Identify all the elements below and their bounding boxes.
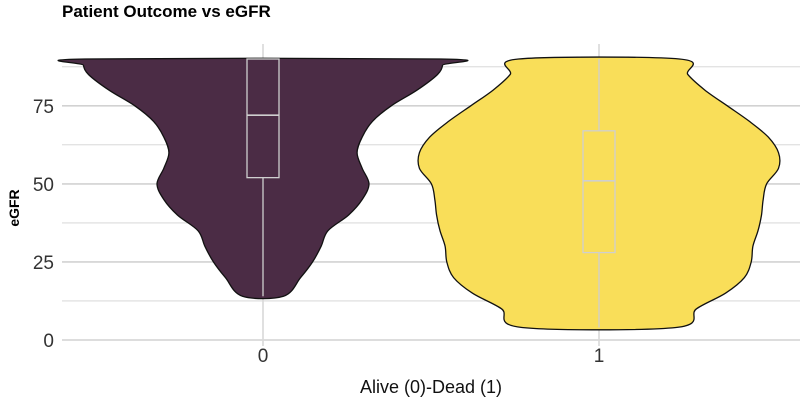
box-0 [246,58,280,179]
chart-title: Patient Outcome vs eGFR [62,2,271,21]
y-axis-ticks: 0 25 50 75 [33,97,54,352]
violin-1 [417,56,781,331]
y-tick-label: 75 [33,97,54,118]
y-tick-label: 50 [33,175,54,196]
y-axis-title: eGFR [6,189,22,226]
x-tick-label: 0 [258,346,269,367]
y-tick-label: 25 [33,253,54,274]
x-axis-title: Alive (0)-Dead (1) [360,377,502,397]
y-tick-label: 0 [43,331,54,352]
violins [57,56,781,331]
box-1 [582,130,616,254]
x-tick-label: 1 [594,346,605,367]
